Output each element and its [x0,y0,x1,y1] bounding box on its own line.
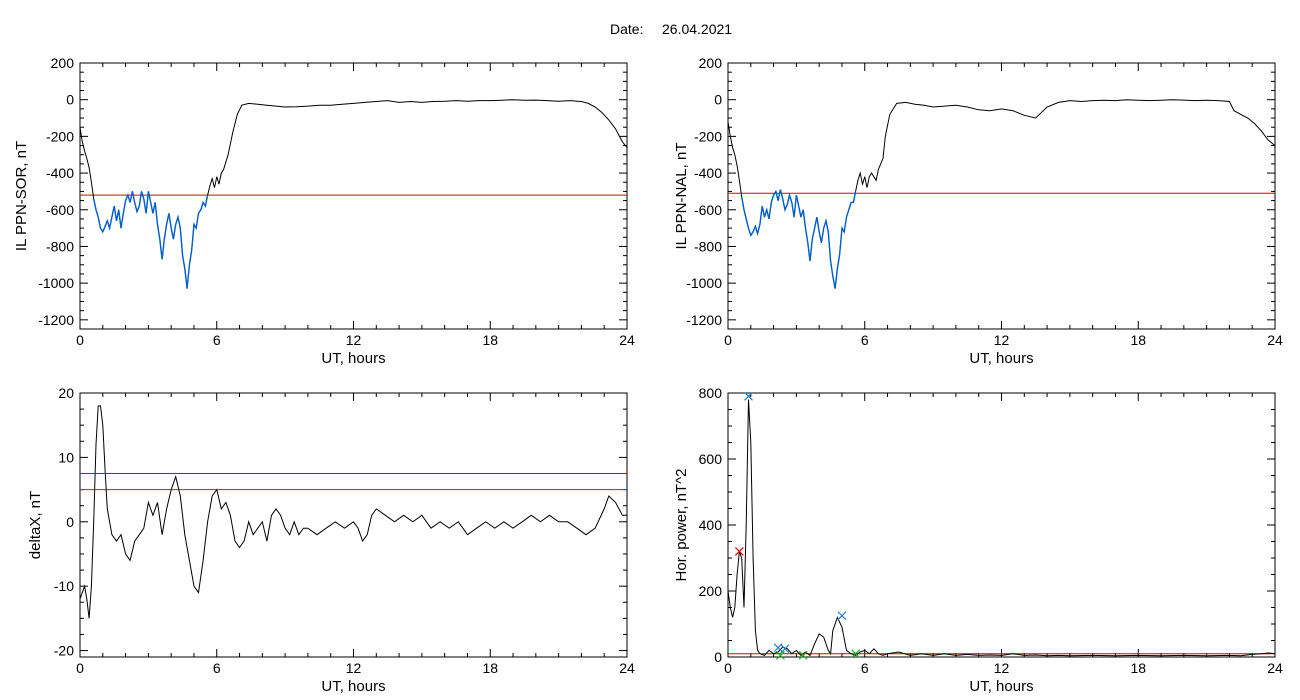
peak-marker [734,546,744,556]
peak-marker [780,644,790,654]
series-line [80,99,627,289]
y-tick-label: -400 [694,165,722,181]
peak-marker [837,611,847,621]
panel-il-ppn-sor: 0 6 12 18 24 200 0 -200 -400 -600 -800 -1000 -1200 UT… [13,55,635,367]
x-tick-label: 0 [76,332,84,348]
y-tick-label: 20 [58,385,74,401]
y-tick-label: 0 [66,92,74,108]
x-tick-label: 24 [1267,332,1283,348]
panel-deltax: 0 6 12 18 24 20 10 0 -10 -20 UT, hours deltaX, nT [27,385,635,695]
y-tick-label: -1200 [38,312,74,328]
x-tick-label: 12 [346,332,362,348]
x-tick-label: 0 [724,660,732,676]
series-line [80,405,627,619]
panel-il-ppn-nal: 0 6 12 18 24 200 0 -200 -400 -600 -800 -1000 -1200 UT… [673,55,1283,367]
peak-marker [744,391,753,401]
y-tick-label: 200 [699,583,723,599]
y-tick-label: -1000 [686,275,722,291]
peak-marker [775,650,785,660]
x-tick-label: 0 [724,332,732,348]
y-axis-label: IL PPN-SOR, nT [13,141,30,251]
y-tick-label: -200 [694,128,722,144]
x-tick-label: 6 [213,660,221,676]
y-tick-label: 400 [699,517,723,533]
x-tick-label: 18 [482,660,498,676]
y-tick-label: 0 [66,514,74,530]
y-tick-label: 600 [699,451,723,467]
x-tick-label: 24 [619,660,635,676]
y-tick-label: -600 [46,202,74,218]
y-tick-label: -800 [694,238,722,254]
panel-hor-power: 0 6 12 18 24 800 600 400 200 0 UT, hours Hor. power… [673,385,1283,695]
y-tick-label: -20 [54,643,74,659]
y-tick-label: 10 [58,449,74,465]
y-tick-label: -600 [694,202,722,218]
y-tick-label: 0 [714,92,722,108]
x-tick-label: 12 [994,332,1010,348]
x-tick-label: 12 [346,660,362,676]
y-tick-label: -200 [46,128,74,144]
y-tick-label: -10 [54,578,74,594]
y-tick-label: -1200 [686,312,722,328]
plot-frame [727,62,1276,330]
y-axis-label: deltaX, nT [27,491,44,559]
x-tick-label: 24 [1267,660,1283,676]
x-tick-label: 0 [76,660,84,676]
y-tick-label: -1000 [38,275,74,291]
highlight-line [93,191,209,289]
y-axis-label: IL PPN-NAL, nT [673,143,690,250]
x-tick-label: 12 [994,660,1010,676]
x-tick-label: 6 [861,660,869,676]
plot-frame [79,392,628,658]
peak-marker [798,650,808,660]
x-axis-label: UT, hours [969,350,1033,367]
y-tick-label: 200 [699,55,723,71]
x-tick-label: 18 [1130,332,1146,348]
y-tick-label: -400 [46,165,74,181]
highlight-line [741,189,857,289]
y-axis-label: Hor. power, nT^2 [673,469,690,582]
series-line [728,399,1275,657]
x-tick-label: 18 [482,332,498,348]
date-label: Date: [610,21,643,37]
x-axis-label: UT, hours [969,678,1033,695]
y-tick-label: -800 [46,238,74,254]
x-tick-label: 6 [861,332,869,348]
plot-frame [727,392,1276,658]
x-tick-label: 24 [619,332,635,348]
y-tick-label: 200 [51,55,75,71]
x-axis-label: UT, hours [321,350,385,367]
x-tick-label: 6 [213,332,221,348]
peak-marker [851,649,861,659]
y-tick-label: 800 [699,385,723,401]
date-value: 26.04.2021 [662,21,732,37]
x-axis-label: UT, hours [321,678,385,695]
x-tick-label: 18 [1130,660,1146,676]
y-tick-label: 0 [714,649,722,665]
